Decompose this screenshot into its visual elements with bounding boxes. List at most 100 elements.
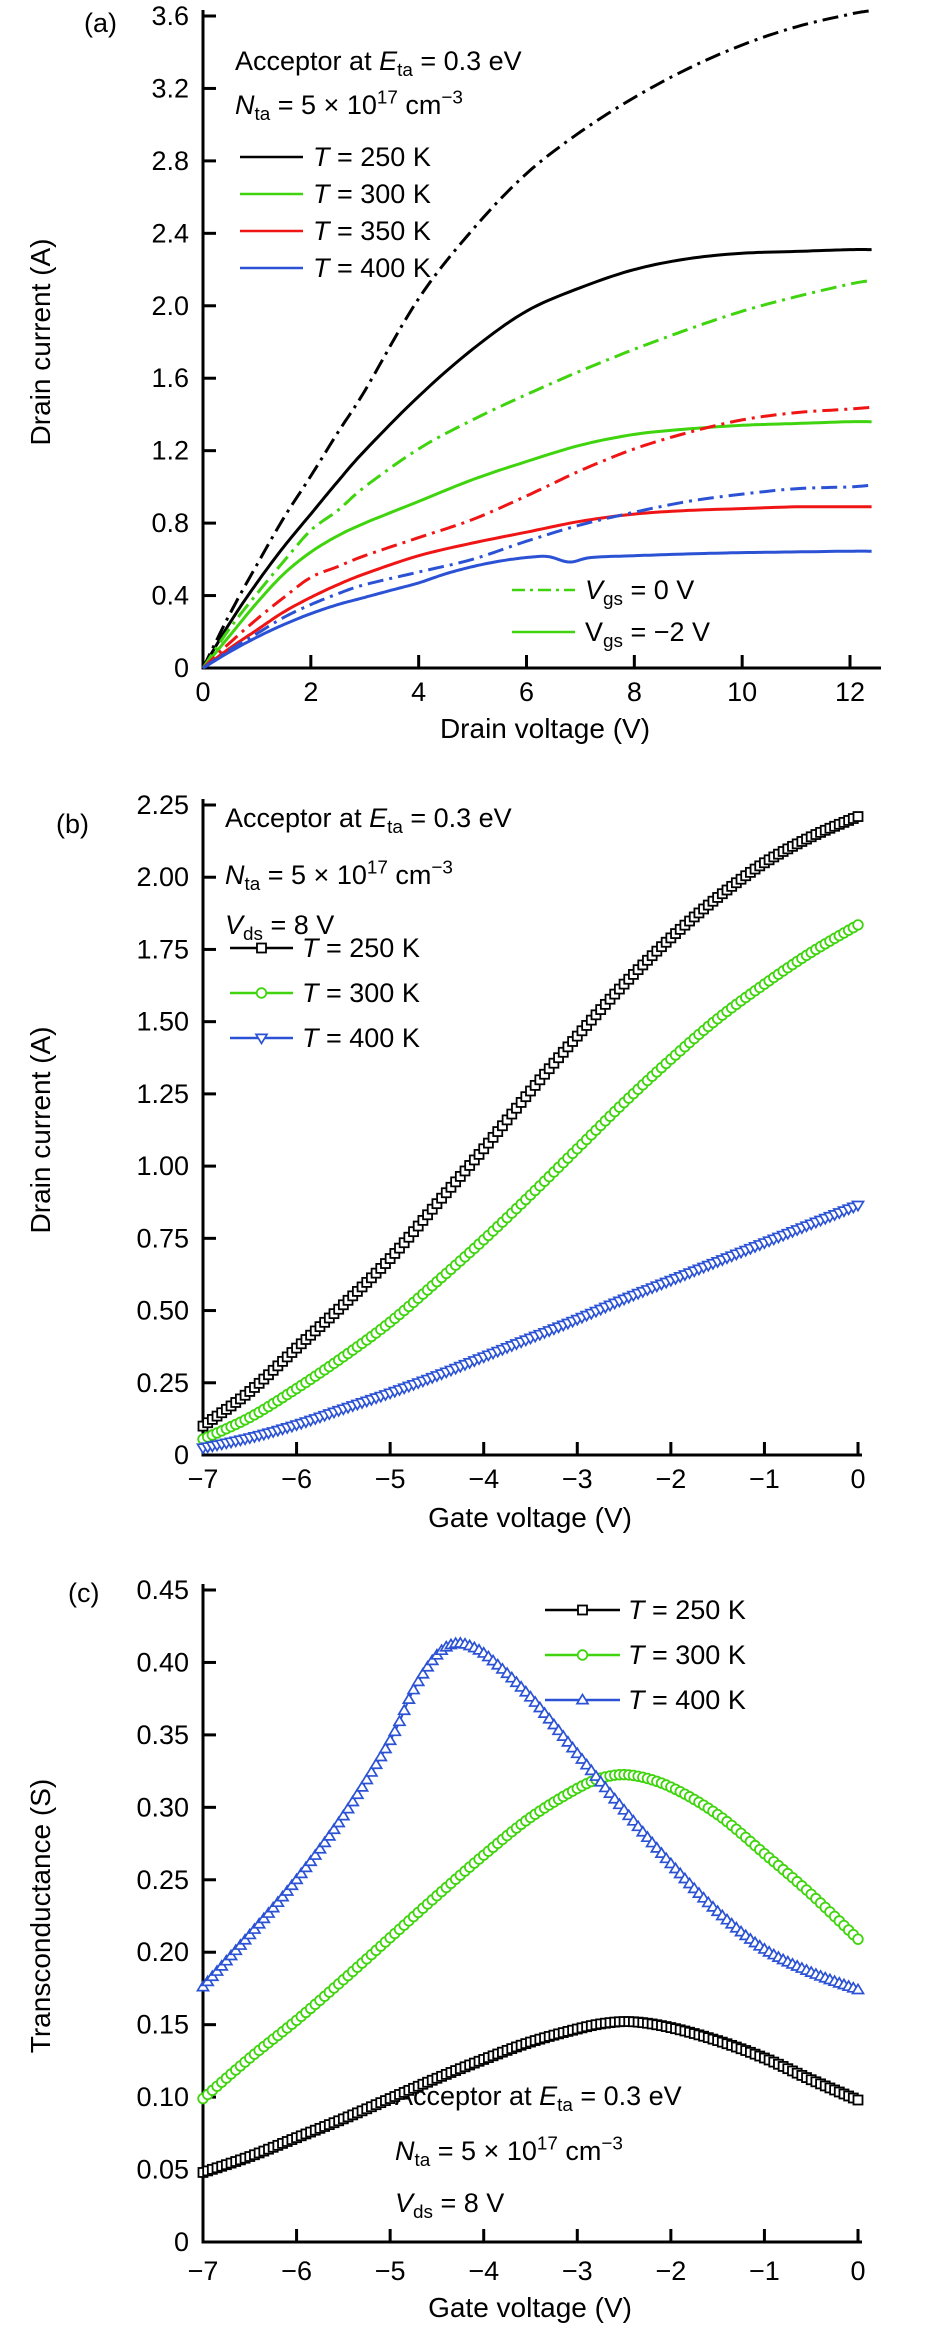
x-tick-label: −2	[655, 2256, 686, 2286]
marker-triangle-up	[850, 1982, 866, 1995]
marker-triangle-up	[350, 1787, 365, 1800]
marker-square	[256, 942, 267, 954]
y-tick-label: 1.6	[151, 363, 189, 393]
marker-triangle-up	[378, 1741, 393, 1754]
series-markers	[195, 1200, 866, 1455]
x-tick-label: −4	[468, 2256, 499, 2286]
x-tick-label: 12	[835, 677, 865, 707]
legend: T = 250 K T = 300 K T = 400 K	[230, 933, 420, 1053]
marker-triangle-up	[336, 1808, 351, 1821]
series-markers	[197, 1768, 864, 2105]
series-markers	[197, 2016, 864, 2178]
marker-triangle-up	[551, 1723, 566, 1736]
y-tick-label: 0.30	[136, 1792, 189, 1822]
series-markers	[195, 1636, 866, 1995]
marker-circle	[576, 1649, 589, 1661]
marker-circle	[255, 987, 268, 999]
x-tick-label: 10	[727, 677, 757, 707]
marker-triangle-up	[331, 1815, 346, 1828]
y-tick-label: 0.75	[136, 1223, 189, 1253]
series-markers	[197, 919, 864, 1445]
marker-triangle-up	[556, 1729, 571, 1741]
x-tick-label: 0	[850, 1464, 865, 1494]
y-axis-label: Drain current (A)	[25, 1027, 56, 1234]
y-tick-label: 0.05	[136, 2155, 189, 2185]
marker-triangle-up	[593, 1775, 608, 1787]
marker-triangle-up	[406, 1682, 421, 1695]
marker-triangle-up	[383, 1733, 398, 1746]
marker-square	[852, 811, 864, 822]
x-tick-label: 0	[195, 677, 210, 707]
y-tick-label: 1.00	[136, 1151, 189, 1181]
legend-vgs: Vgs = 0 V Vgs = −2 V	[512, 575, 710, 652]
marker-triangle-up	[607, 1791, 622, 1804]
y-tick-label: 1.50	[136, 1007, 189, 1037]
annotation-line: Vds = 8 V	[225, 910, 334, 945]
annotation-line: Acceptor at Eta = 0.3 eV	[225, 803, 512, 838]
marker-triangle-up	[355, 1780, 370, 1792]
legend-label: T = 250 K	[302, 933, 420, 963]
x-tick-label: 6	[519, 677, 534, 707]
x-tick-label: −7	[188, 2256, 219, 2286]
marker-triangle-up	[574, 1752, 589, 1764]
marker-triangle-up	[588, 1769, 604, 1781]
y-tick-label: 2.25	[136, 790, 189, 820]
x-tick-label: −5	[375, 1464, 406, 1494]
marker-triangle-up	[303, 1854, 318, 1867]
y-tick-label: 2.0	[151, 291, 189, 321]
x-tick-label: −1	[749, 1464, 780, 1494]
marker-triangle-up	[575, 1692, 590, 1705]
y-tick-label: 0.15	[136, 2010, 189, 2040]
marker-triangle-up	[537, 1706, 552, 1718]
marker-triangle-up	[546, 1717, 561, 1730]
marker-triangle-up	[617, 1803, 632, 1815]
series-line	[202, 505, 872, 670]
marker-triangle-up	[266, 1900, 281, 1913]
annotation-line: Nta = 5 × 1017 cm−3	[235, 88, 463, 125]
y-tick-label: 0.25	[136, 1865, 189, 1895]
x-tick-label: −6	[281, 2256, 312, 2286]
marker-triangle-up	[322, 1829, 337, 1841]
legend: T = 250 K T = 300 K T = 400 K	[545, 1595, 746, 1715]
x-tick-label: −7	[188, 1464, 219, 1494]
x-tick-label: −3	[562, 2256, 593, 2286]
marker-triangle-up	[401, 1692, 416, 1705]
marker-triangle-up	[275, 1889, 290, 1902]
x-tick-label: −5	[375, 2256, 406, 2286]
marker-circle	[852, 919, 864, 931]
x-axis-label: Gate voltage (V)	[428, 1502, 632, 1533]
y-tick-label: 3.2	[151, 73, 189, 103]
legend-label: Vgs = 0 V	[585, 575, 694, 610]
axes	[201, 799, 862, 1457]
legend-label: Vgs = −2 V	[585, 617, 710, 652]
x-tick-label: 4	[411, 677, 426, 707]
y-tick-label: 0.10	[136, 2082, 189, 2112]
marker-triangle-up	[560, 1735, 575, 1747]
y-tick-label: 0.25	[136, 1368, 189, 1398]
marker-triangle-up	[411, 1674, 426, 1687]
y-tick-label: 3.6	[151, 1, 189, 31]
marker-circle	[852, 1933, 864, 1945]
marker-triangle-up	[626, 1814, 641, 1826]
series-line	[201, 420, 872, 669]
marker-triangle-up	[308, 1848, 323, 1860]
series-markers	[197, 811, 864, 1432]
annotation-line: Vds = 8 V	[395, 2188, 504, 2223]
legend-label: T = 400 K	[628, 1685, 746, 1715]
legend-label: T = 250 K	[313, 142, 431, 172]
series-line	[202, 483, 872, 670]
marker-triangle-up	[528, 1695, 543, 1707]
marker-triangle-up	[345, 1794, 360, 1807]
marker-triangle-up	[280, 1884, 295, 1896]
annotation-line: Acceptor at Eta = 0.3 eV	[395, 2081, 682, 2116]
marker-triangle-up	[640, 1830, 655, 1843]
series-line	[201, 248, 872, 669]
panel-b: −7 −6 −5 −4 −3 −2 −1 0 0 0.25 0.50 0.75 1.00 1.25 1.50…	[25, 790, 866, 1533]
x-axis-label: Drain voltage (V)	[440, 713, 650, 744]
x-tick-label: 2	[303, 677, 318, 707]
marker-triangle-up	[341, 1801, 356, 1814]
y-tick-label: 2.00	[136, 862, 189, 892]
marker-triangle-up	[312, 1842, 327, 1854]
